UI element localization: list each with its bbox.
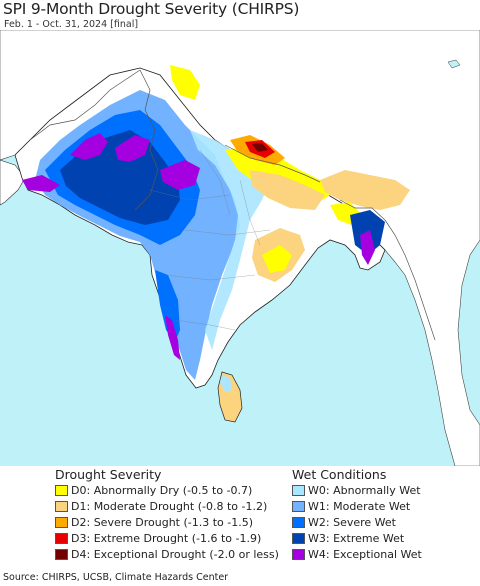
legend-item-w1: W1: Moderate Wet bbox=[292, 499, 422, 515]
wet-w4-bangladesh bbox=[360, 230, 375, 265]
drought-d4-nepal bbox=[252, 143, 268, 152]
legend-item-w2: W2: Severe Wet bbox=[292, 515, 422, 531]
wet-w4-region-gujarat bbox=[160, 160, 200, 190]
legend-item-w0: W0: Abnormally Wet bbox=[292, 483, 422, 499]
swatch-d2 bbox=[55, 516, 68, 528]
wet-w4-region-coast-west bbox=[22, 175, 60, 192]
state-borders bbox=[149, 149, 271, 331]
map-canvas bbox=[0, 30, 480, 466]
swatch-w4 bbox=[292, 548, 305, 560]
border-myanmar bbox=[384, 219, 436, 341]
swatch-d4 bbox=[55, 548, 68, 560]
map-title: SPI 9-Month Drought Severity (CHIRPS) bbox=[3, 0, 300, 18]
border-bangladesh bbox=[339, 199, 386, 221]
legend-item-d0: D0: Abnormally Dry (-0.5 to -0.7) bbox=[55, 483, 279, 499]
map-subtitle: Feb. 1 - Oct. 31, 2024 [final] bbox=[4, 19, 139, 30]
legend-wet-heading: Wet Conditions bbox=[292, 467, 387, 482]
drought-d1-bengal bbox=[320, 170, 410, 210]
legend-drought-heading: Drought Severity bbox=[55, 467, 162, 482]
wet-w4-region-pakistan bbox=[70, 133, 108, 160]
small-lake-china bbox=[447, 59, 461, 69]
border-nepal bbox=[224, 144, 321, 183]
map-legend: Drought Severity D0: Abnormally Dry (-0.… bbox=[0, 466, 480, 570]
legend-item-w3: W3: Extreme Wet bbox=[292, 531, 422, 547]
legend-item-d3: D3: Extreme Drought (-1.6 to -1.9) bbox=[55, 531, 279, 547]
swatch-d0 bbox=[55, 484, 68, 496]
legend-item-d1: D1: Moderate Drought (-0.8 to -1.2) bbox=[55, 499, 279, 515]
wet-w2-region-karnataka bbox=[155, 270, 180, 342]
legend-item-w4: W4: Exceptional Wet bbox=[292, 547, 422, 563]
border-afghanistan bbox=[29, 69, 141, 141]
legend-wet: Wet Conditions W0: Abnormally Wet W1: Mo… bbox=[292, 466, 422, 563]
drought-d0-himachal bbox=[170, 65, 200, 100]
swatch-d1 bbox=[55, 500, 68, 512]
wet-w0-region bbox=[190, 130, 270, 350]
drought-d0-odisha bbox=[262, 245, 292, 273]
sri-lanka-w0 bbox=[220, 375, 232, 392]
swatch-d3 bbox=[55, 532, 68, 544]
border-pakistan-india bbox=[134, 69, 159, 211]
land-arabia bbox=[0, 159, 26, 206]
drought-d1-gangetic bbox=[250, 170, 325, 210]
drought-map bbox=[0, 30, 480, 466]
wet-w4-region-konkan bbox=[165, 315, 180, 360]
source-credit: Source: CHIRPS, UCSB, Climate Hazards Ce… bbox=[3, 572, 229, 583]
legend-item-d2: D2: Severe Drought (-1.3 to -1.5) bbox=[55, 515, 279, 531]
legend-item-d4: D4: Exceptional Drought (-2.0 or less) bbox=[55, 547, 279, 563]
swatch-w2 bbox=[292, 516, 305, 528]
swatch-w0 bbox=[292, 484, 305, 496]
swatch-w1 bbox=[292, 500, 305, 512]
wet-w4-region-indus bbox=[115, 135, 150, 162]
legend-drought: Drought Severity D0: Abnormally Dry (-0.… bbox=[55, 466, 279, 563]
swatch-w3 bbox=[292, 532, 305, 544]
